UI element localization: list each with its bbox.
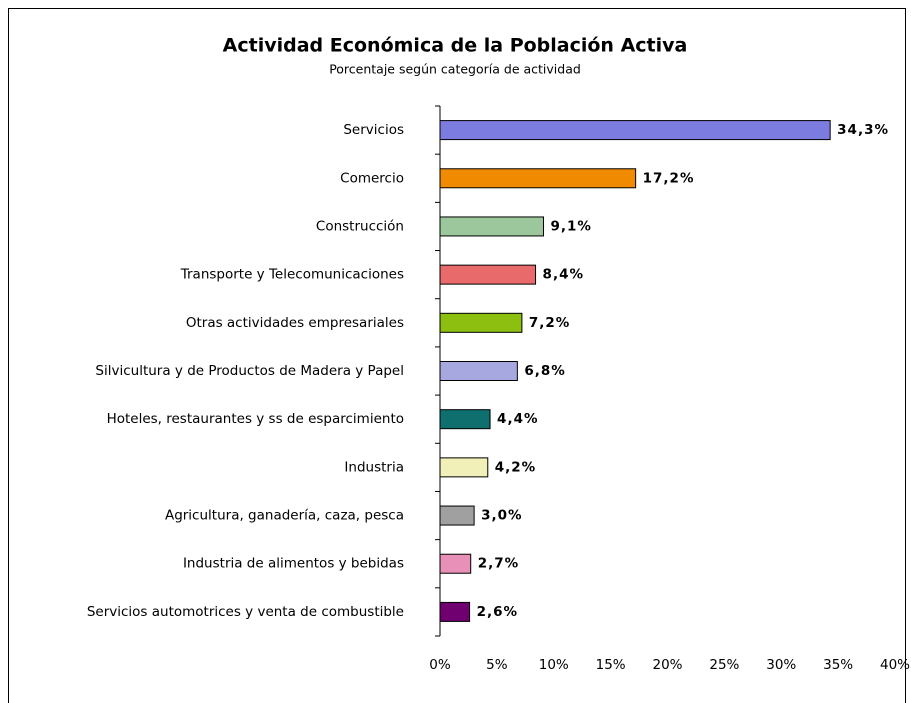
x-tick-label: 35% — [823, 657, 853, 673]
bar — [439, 505, 475, 526]
bar — [439, 312, 523, 333]
y-tick-label: Hoteles, restaurantes y ss de esparcimie… — [107, 411, 404, 427]
bar — [439, 168, 637, 189]
x-tick-label: 0% — [429, 657, 451, 673]
bar — [439, 264, 537, 285]
y-tick-label: Silvicultura y de Productos de Madera y … — [95, 363, 404, 379]
value-label: 34,3% — [837, 122, 889, 138]
value-label: 3,0% — [481, 508, 522, 524]
bar — [439, 457, 489, 478]
bar — [439, 216, 545, 237]
x-tick-label: 15% — [596, 657, 626, 673]
y-tick-label: Industria — [344, 459, 404, 475]
y-tick-label: Otras actividades empresariales — [186, 315, 404, 331]
bar — [439, 409, 491, 430]
bar — [439, 361, 518, 381]
value-label: 17,2% — [643, 170, 695, 186]
x-tick-label: 20% — [652, 657, 682, 673]
y-tick-label: Transporte y Telecomunicaciones — [180, 267, 404, 283]
value-label: 2,6% — [477, 604, 518, 620]
chart-subtitle: Porcentaje según categoría de actividad — [329, 62, 581, 77]
bar — [439, 601, 471, 622]
value-label: 2,7% — [478, 556, 519, 572]
bar — [439, 553, 472, 574]
x-tick-label: 30% — [766, 657, 796, 673]
y-tick-label: Construcción — [316, 218, 404, 234]
x-tick-label: 5% — [486, 657, 508, 673]
x-tick-label: 40% — [880, 657, 910, 673]
y-tick-label: Servicios — [343, 122, 404, 138]
value-label: 9,1% — [551, 218, 592, 234]
value-label: 4,4% — [497, 411, 538, 427]
x-tick-label: 25% — [709, 657, 739, 673]
frame — [8, 8, 906, 703]
y-tick-label: Industria de alimentos y bebidas — [183, 556, 404, 572]
bar — [439, 120, 831, 141]
chart-title: Actividad Económica de la Población Acti… — [223, 35, 688, 57]
y-tick-label: Servicios automotrices y venta de combus… — [87, 604, 404, 620]
value-label: 8,4% — [543, 267, 584, 283]
x-tick-label: 10% — [539, 657, 569, 673]
value-label: 6,8% — [524, 363, 565, 379]
y-tick-label: Comercio — [340, 170, 404, 186]
y-tick-label: Agricultura, ganadería, caza, pesca — [165, 508, 404, 524]
value-label: 7,2% — [529, 315, 570, 331]
value-label: 4,2% — [495, 459, 536, 475]
